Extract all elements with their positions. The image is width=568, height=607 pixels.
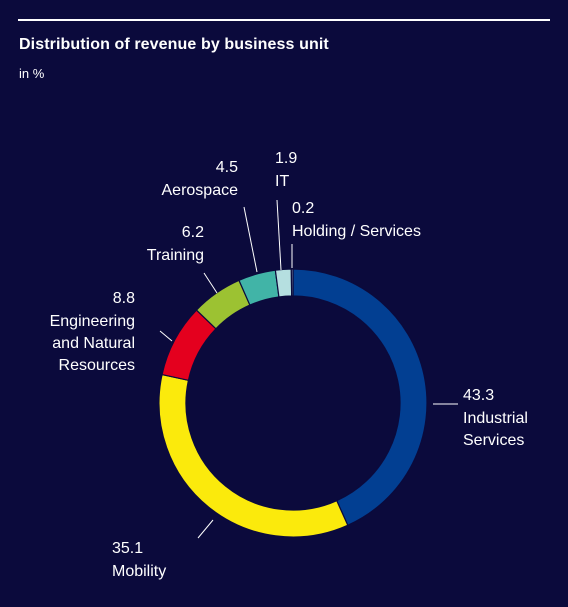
- category-label-it: IT: [275, 173, 289, 190]
- value-label-holding-services: 0.2: [292, 200, 314, 217]
- category-label-holding-services: Holding / Services: [292, 223, 421, 240]
- category-label-engineering-and-natural-resources: and Natural: [52, 335, 135, 352]
- category-label-training: Training: [147, 247, 204, 264]
- slice-it: [274, 268, 293, 298]
- leader-line-engineering-and-natural-resources: [159, 330, 173, 342]
- chart-title: Distribution of revenue by business unit: [19, 36, 329, 53]
- leader-line-training: [203, 272, 218, 294]
- category-label-mobility: Mobility: [112, 563, 166, 580]
- value-label-it: 1.9: [275, 150, 297, 167]
- category-label-aerospace: Aerospace: [162, 182, 239, 199]
- value-label-engineering-and-natural-resources: 8.8: [113, 290, 135, 307]
- value-label-mobility: 35.1: [112, 540, 143, 557]
- slice-industrial-services: [292, 268, 428, 527]
- value-label-industrial-services: 43.3: [463, 387, 494, 404]
- top-rule: [18, 19, 550, 21]
- leader-line-mobility: [197, 519, 214, 539]
- category-label-engineering-and-natural-resources: Engineering: [50, 313, 135, 330]
- category-label-industrial-services: Services: [463, 432, 524, 449]
- slice-mobility: [158, 373, 349, 538]
- category-label-engineering-and-natural-resources: Resources: [59, 357, 135, 374]
- value-label-aerospace: 4.5: [216, 159, 238, 176]
- category-label-industrial-services: Industrial: [463, 410, 528, 427]
- leader-line-aerospace: [243, 206, 258, 273]
- slice-holding-services: [290, 268, 294, 297]
- value-label-training: 6.2: [182, 224, 204, 241]
- leader-line-it: [276, 199, 282, 271]
- chart-subtitle: in %: [19, 66, 45, 81]
